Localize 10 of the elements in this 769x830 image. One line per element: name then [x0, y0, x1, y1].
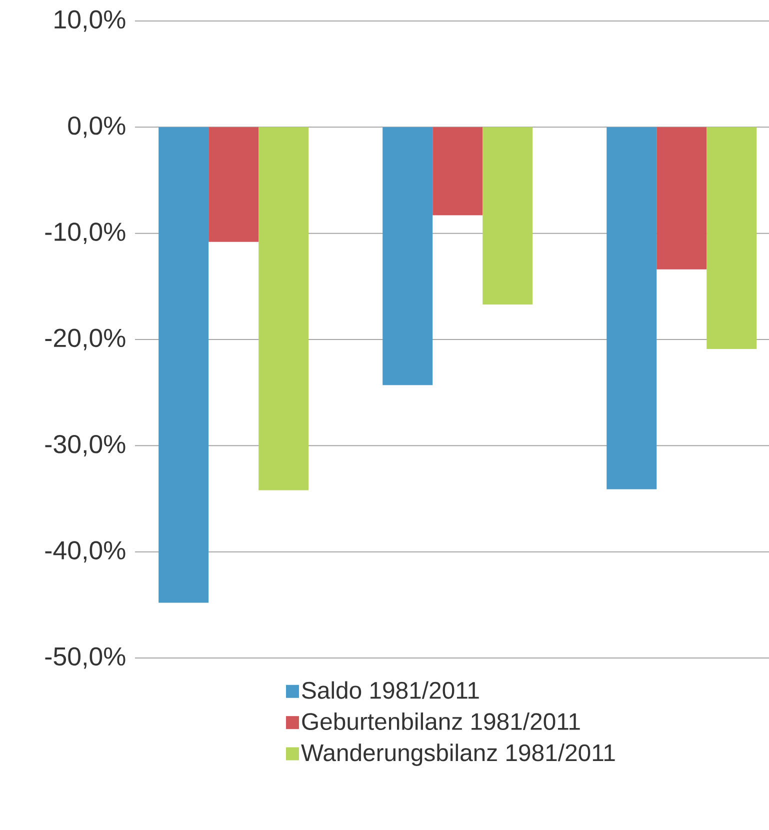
y-tick-label: -30,0% [45, 434, 126, 456]
y-tick-label: -10,0% [45, 222, 126, 244]
y-tick-label: 0,0% [68, 116, 126, 138]
legend-label: Saldo 1981/2011 [302, 681, 479, 699]
y-tick-label: -40,0% [45, 541, 126, 563]
legend-label: Geburtenbilanz 1981/2011 [302, 712, 580, 730]
legend-label: Wanderungsbilanz 1981/2011 [301, 744, 615, 766]
y-tick-label: 10,0% [54, 10, 126, 32]
y-tick-label: -20,0% [45, 328, 126, 350]
y-tick-label: -50,0% [45, 647, 126, 669]
